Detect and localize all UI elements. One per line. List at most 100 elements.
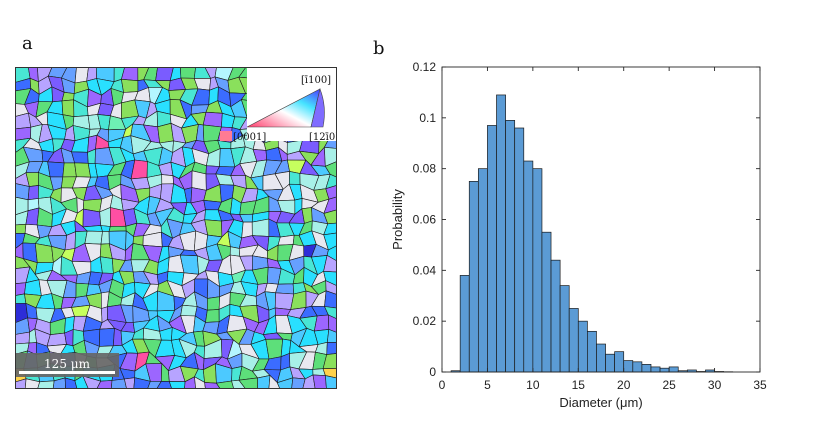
grain — [133, 377, 151, 389]
histogram-bar — [587, 330, 597, 373]
grain — [324, 146, 337, 167]
y-tick-label: 0.04 — [413, 263, 437, 277]
grain — [15, 331, 30, 345]
grain — [110, 378, 127, 389]
grain — [37, 380, 55, 389]
grain — [184, 376, 197, 389]
grain — [238, 377, 259, 389]
grain — [323, 222, 337, 236]
ipf-swatch-red — [220, 131, 232, 141]
grain — [15, 293, 27, 304]
y-tick-label: 0.12 — [413, 60, 437, 74]
histogram-bar — [505, 120, 516, 373]
histogram-bar — [523, 160, 534, 373]
ipf-label-right: [12ī0] — [309, 132, 337, 143]
grain — [46, 332, 67, 347]
grain — [15, 223, 27, 234]
x-tick-label: 35 — [753, 378, 767, 392]
histogram-bar — [650, 366, 661, 373]
grain — [231, 379, 247, 389]
ipf-label-left: [0001] — [233, 132, 266, 143]
panel-a-label: a — [22, 33, 33, 54]
grain — [180, 304, 198, 317]
grain — [27, 185, 39, 201]
grain — [96, 380, 113, 389]
histogram-bar — [496, 94, 506, 373]
grain — [180, 67, 197, 79]
grain — [147, 380, 162, 389]
ipf-label-top: [ī100] — [301, 75, 331, 86]
grain — [82, 208, 102, 228]
grain — [323, 254, 337, 273]
grain — [74, 375, 89, 389]
grain — [168, 381, 186, 389]
y-tick-label: 0.08 — [413, 162, 437, 176]
histogram-bar — [614, 351, 625, 373]
grain — [24, 378, 41, 389]
panel-b-label: b — [373, 38, 385, 59]
grain — [15, 378, 27, 389]
histogram-bar — [641, 364, 652, 373]
grain — [71, 151, 89, 164]
histogram-bar — [468, 181, 479, 373]
histogram-bar — [487, 125, 497, 373]
grain — [204, 219, 223, 238]
histogram-bar — [559, 285, 570, 373]
x-tick-label: 0 — [439, 378, 446, 392]
grain — [161, 174, 174, 185]
grain — [62, 162, 77, 178]
ipf-color-key: [ī100] [0001] [12ī0] — [220, 67, 337, 143]
histogram-bar — [605, 353, 615, 373]
x-tick-label: 30 — [708, 378, 722, 392]
grain — [326, 341, 337, 355]
histogram-bar — [477, 168, 488, 373]
grain — [229, 246, 241, 257]
histogram-bar — [568, 308, 579, 373]
grain — [108, 225, 127, 232]
grain — [268, 374, 281, 389]
grain — [326, 328, 337, 343]
grain-size-histogram: 0 5 10 15 20 25 30 35 0 0.02 0.04 0.06 0.08 0.1 0.12 Di… — [390, 60, 767, 410]
y-tick-label: 0.1 — [419, 111, 436, 125]
x-axis-title: Diameter (μm) — [559, 395, 642, 410]
x-tick-label: 20 — [617, 378, 631, 392]
grain — [61, 91, 75, 102]
grain — [121, 78, 139, 93]
grain — [324, 161, 337, 178]
grain — [82, 375, 102, 389]
histogram-bar — [532, 168, 543, 373]
grain — [47, 161, 65, 178]
grain — [121, 67, 139, 82]
x-tick-label: 5 — [484, 378, 491, 392]
grain — [275, 283, 295, 295]
grain — [323, 270, 337, 287]
grain — [291, 377, 306, 389]
grain — [99, 327, 115, 347]
grain — [25, 207, 40, 226]
x-tick-label: 25 — [662, 378, 676, 392]
grain — [302, 374, 316, 389]
grain — [100, 230, 110, 245]
ebsd-orientation-map: [ī100] [0001] [12ī0] 125 μm — [15, 67, 337, 389]
grain — [265, 338, 284, 360]
grain — [205, 309, 220, 323]
histogram-bar — [550, 259, 561, 373]
histogram-bar — [596, 343, 606, 373]
grain — [323, 209, 337, 225]
grain — [34, 243, 54, 264]
grain — [312, 374, 327, 389]
grain — [124, 377, 136, 389]
histogram-bar — [459, 275, 470, 373]
grain — [156, 380, 173, 389]
grain — [325, 280, 337, 295]
scale-bar: 125 μm — [15, 353, 119, 377]
x-tick-label: 15 — [572, 378, 586, 392]
grain — [324, 306, 337, 320]
y-tick-label: 0.06 — [413, 213, 437, 227]
y-tick-label: 0 — [429, 365, 436, 379]
grain — [328, 314, 337, 333]
grain — [325, 375, 337, 389]
histogram-bar — [632, 361, 643, 373]
grain — [326, 245, 337, 262]
histogram-bar — [577, 320, 588, 373]
